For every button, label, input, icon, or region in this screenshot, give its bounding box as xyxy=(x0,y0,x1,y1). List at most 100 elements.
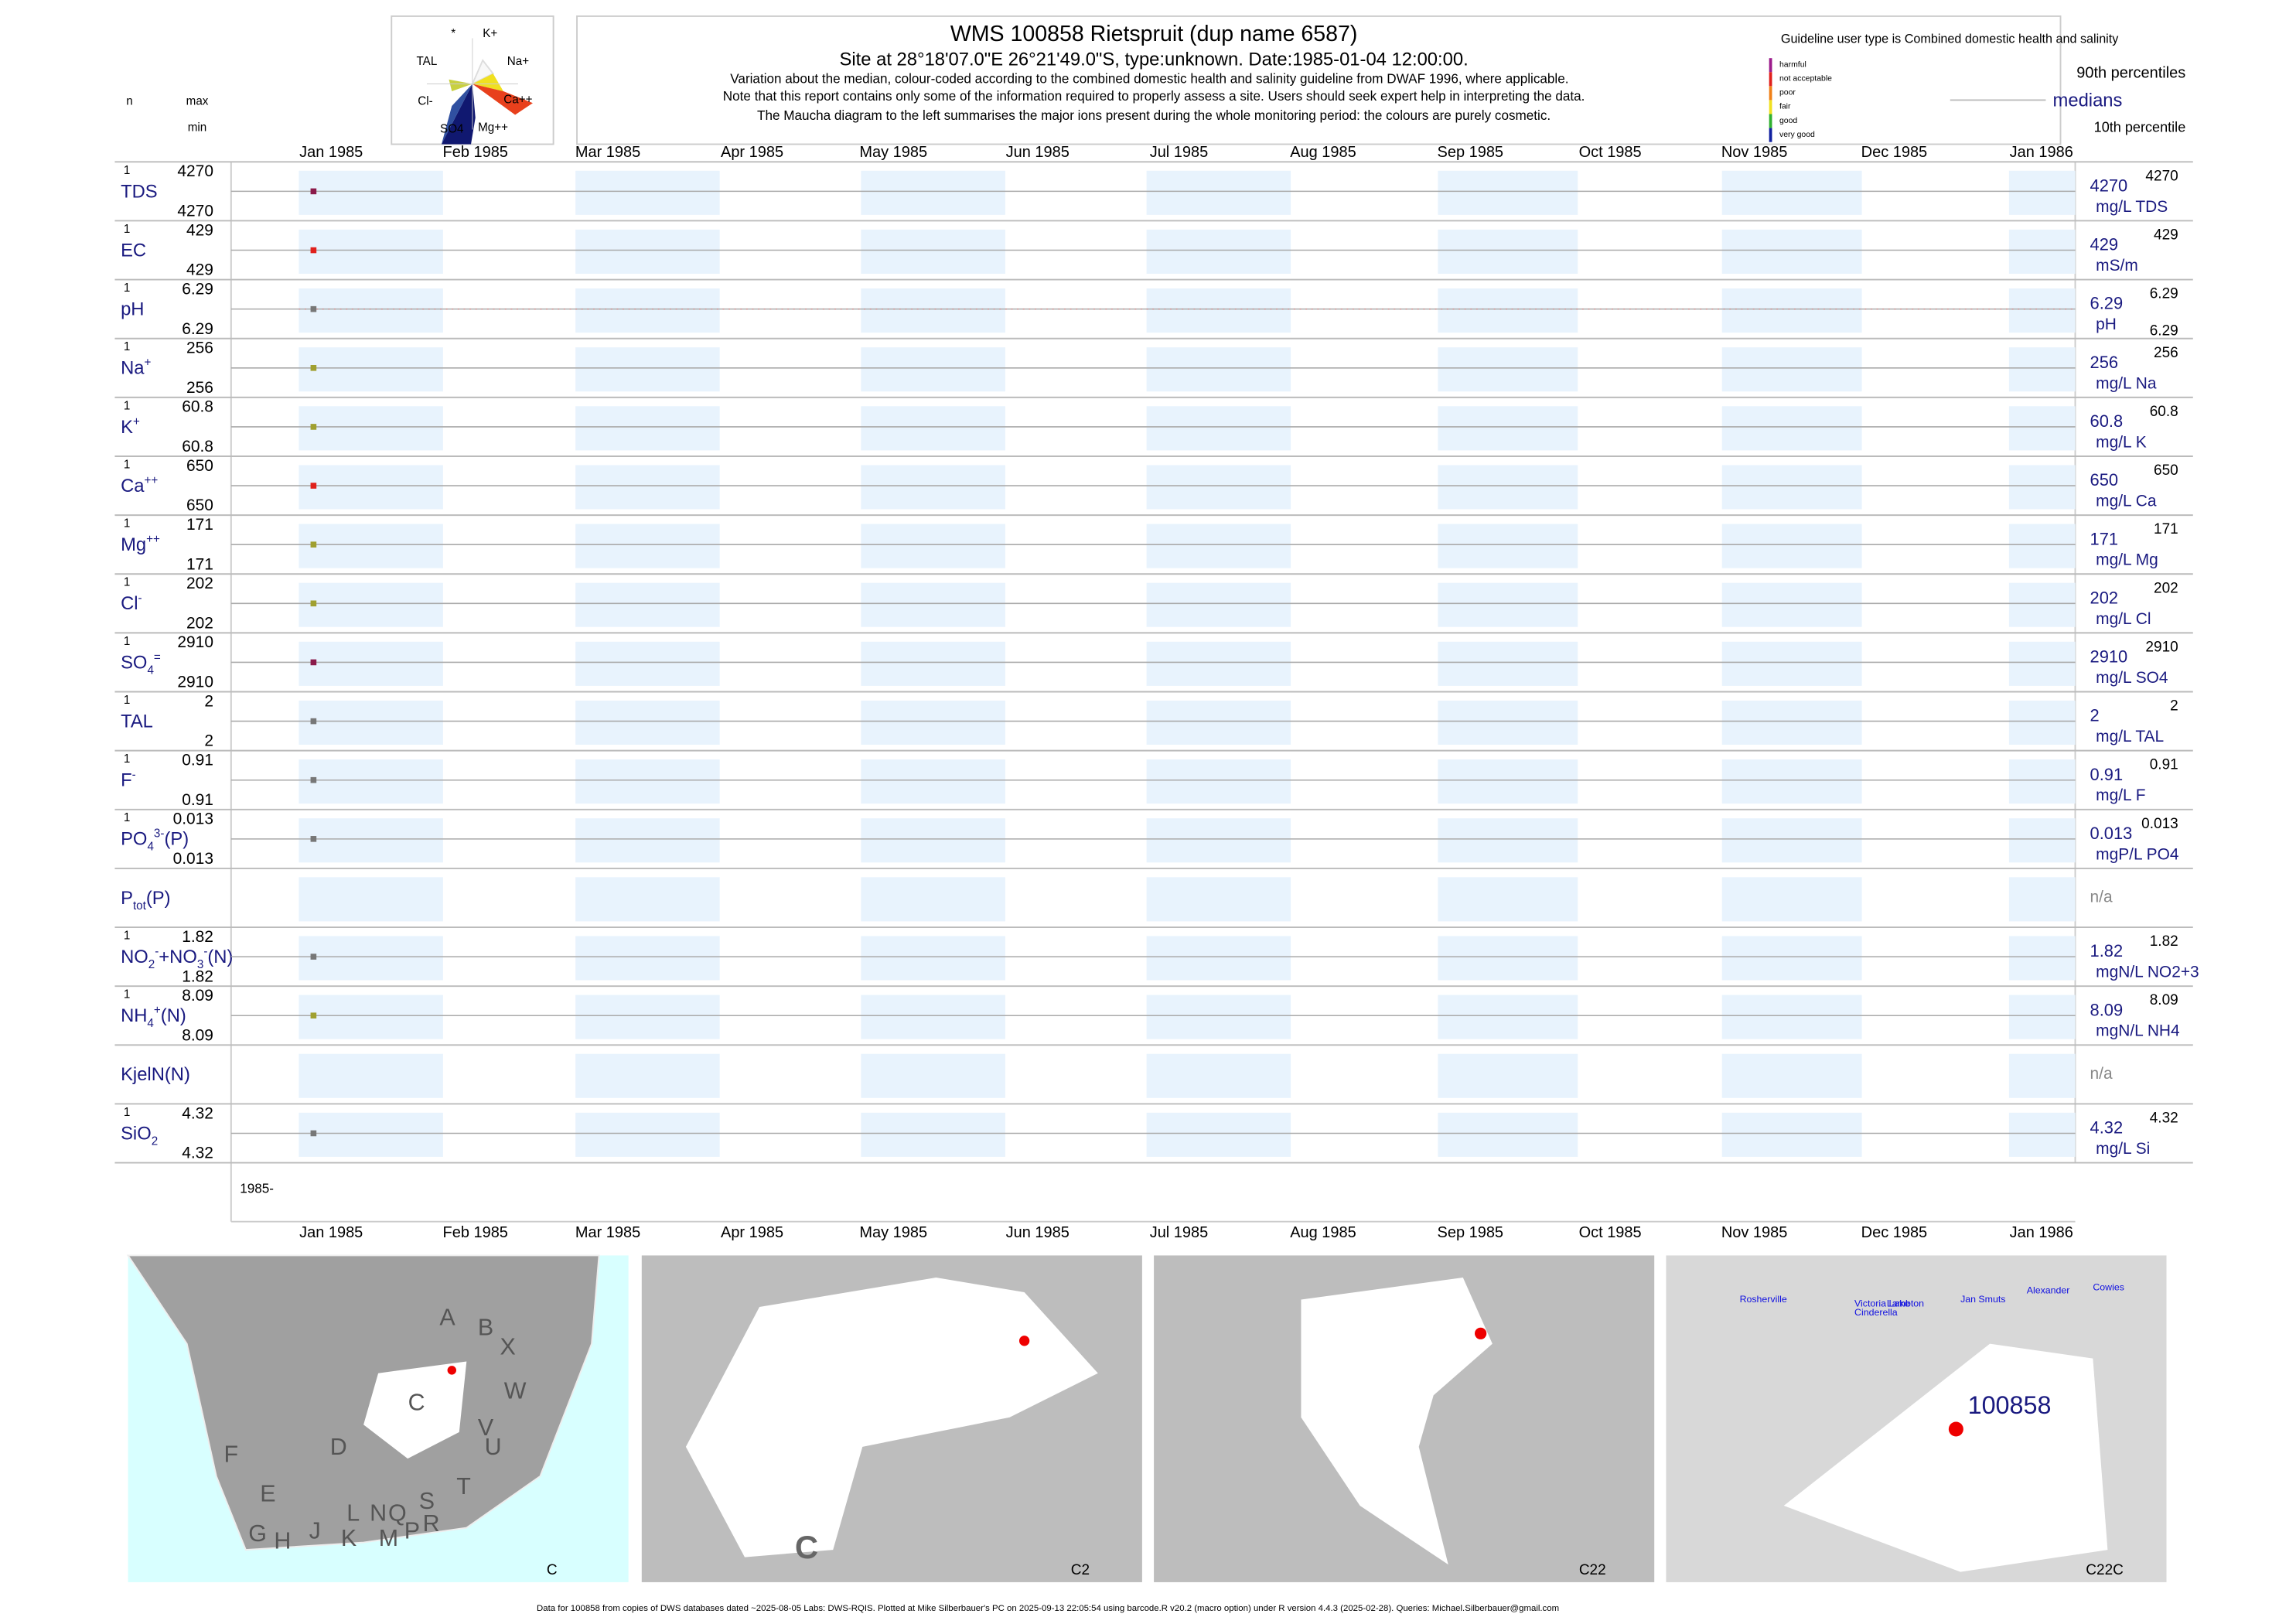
max-value: 2 xyxy=(204,692,213,710)
unit: mg/L TAL xyxy=(2096,728,2164,745)
p10-value: 6.29 xyxy=(2150,322,2178,339)
parameter-label: NH4+(N) xyxy=(121,1004,186,1030)
map-code: C22C xyxy=(2086,1562,2124,1578)
month-shade xyxy=(1146,1053,1291,1098)
month-shade xyxy=(299,818,443,863)
label-part: 3- xyxy=(154,827,165,840)
month-label-top: Nov 1985 xyxy=(1721,144,1787,161)
min-value: 0.013 xyxy=(173,850,213,868)
month-shade xyxy=(1438,582,1578,627)
month-shade xyxy=(1721,406,1862,451)
label-part: Ca xyxy=(121,476,145,496)
n-count: 1 xyxy=(124,340,130,353)
min-value: 2910 xyxy=(177,674,213,691)
month-shade xyxy=(1438,1053,1578,1098)
parameter-label: F- xyxy=(121,768,136,791)
map-code: C2 xyxy=(1071,1562,1090,1578)
n-count: 1 xyxy=(124,694,130,707)
month-shade xyxy=(575,936,720,981)
month-shade xyxy=(1721,582,1862,627)
legend-swatch xyxy=(1769,128,1772,142)
month-shade xyxy=(1146,465,1291,510)
map-code: C22 xyxy=(1579,1562,1606,1578)
site-label: 100858 xyxy=(1968,1391,2052,1419)
month-shade xyxy=(1721,170,1862,215)
legend-swatch xyxy=(1769,100,1772,114)
month-shade xyxy=(1721,759,1862,804)
label-part: +NO xyxy=(159,947,197,967)
label-part: EC xyxy=(121,241,146,261)
region-label: C xyxy=(408,1390,425,1416)
n-count: 1 xyxy=(124,281,130,295)
month-shade xyxy=(861,347,1005,392)
p90-value: 60.8 xyxy=(2150,404,2178,420)
month-shade xyxy=(1146,406,1291,451)
catchment xyxy=(1783,1343,2108,1572)
month-label-bottom: Aug 1985 xyxy=(1290,1224,1356,1241)
unit: mg/L Na xyxy=(2096,374,2157,392)
region-label: S xyxy=(419,1488,435,1514)
land xyxy=(126,1254,600,1551)
month-shade xyxy=(299,406,443,451)
month-shade xyxy=(1146,995,1291,1039)
median-value: 4270 xyxy=(2090,176,2128,195)
month-label-bottom: Nov 1985 xyxy=(1721,1224,1787,1241)
month-shade xyxy=(861,641,1005,686)
maucha-label: * xyxy=(451,27,455,40)
region-label: A xyxy=(439,1304,455,1330)
month-shade xyxy=(1146,347,1291,392)
month-shade xyxy=(575,759,720,804)
month-shade xyxy=(1721,641,1862,686)
month-shade xyxy=(575,465,720,510)
label-part: 3 xyxy=(197,958,203,971)
month-shade xyxy=(1438,700,1578,745)
month-label-bottom: Jan 1986 xyxy=(2010,1224,2073,1241)
month-shade xyxy=(1146,641,1291,686)
month-shade xyxy=(2008,759,2076,804)
max-value: 0.013 xyxy=(173,810,213,828)
month-label-bottom: Sep 1985 xyxy=(1438,1224,1504,1241)
p90-value: 2 xyxy=(2170,698,2178,715)
min-value: 2 xyxy=(204,732,213,750)
month-shade xyxy=(575,582,720,627)
p90-value: 650 xyxy=(2154,462,2178,479)
place-label: Victoria Lake xyxy=(1854,1298,1909,1309)
parameter-label: pH xyxy=(121,299,144,320)
legend-lower: 10th percentile xyxy=(2094,119,2186,135)
unit: mS/m xyxy=(2096,257,2138,275)
legend-middle: medians xyxy=(2053,90,2123,111)
p90-value: 202 xyxy=(2154,580,2178,596)
median-value: 1.82 xyxy=(2090,941,2124,960)
month-shade xyxy=(575,347,720,392)
month-shade xyxy=(575,229,720,274)
max-value: 60.8 xyxy=(182,398,213,416)
data-point xyxy=(310,659,317,666)
region-label: X xyxy=(500,1333,515,1360)
month-label-top: Jan 1985 xyxy=(299,144,363,161)
site-dot xyxy=(1018,1336,1030,1346)
month-shade xyxy=(861,759,1005,804)
min-value: 171 xyxy=(186,555,213,573)
data-point xyxy=(310,483,317,489)
parameter-label: TAL xyxy=(121,711,153,732)
month-shade xyxy=(2008,818,2076,863)
month-shade xyxy=(299,936,443,981)
n-count: 1 xyxy=(124,576,130,589)
month-shade xyxy=(2008,229,2076,274)
month-shade xyxy=(299,995,443,1039)
month-shade xyxy=(1721,1112,1862,1157)
month-shade xyxy=(1438,229,1578,274)
max-value: 4.32 xyxy=(182,1104,213,1122)
month-shade xyxy=(2008,524,2076,568)
region-label: Q xyxy=(388,1499,407,1526)
label-part: TAL xyxy=(121,711,153,732)
min-value: 60.8 xyxy=(182,438,213,455)
month-shade xyxy=(861,524,1005,568)
month-shade xyxy=(1438,524,1578,568)
region-label: U xyxy=(485,1434,502,1460)
maucha-label: TAL xyxy=(417,55,438,68)
month-shade xyxy=(1146,170,1291,215)
month-shade xyxy=(861,700,1005,745)
month-shade xyxy=(861,1053,1005,1098)
legend-swatch xyxy=(1769,86,1772,101)
